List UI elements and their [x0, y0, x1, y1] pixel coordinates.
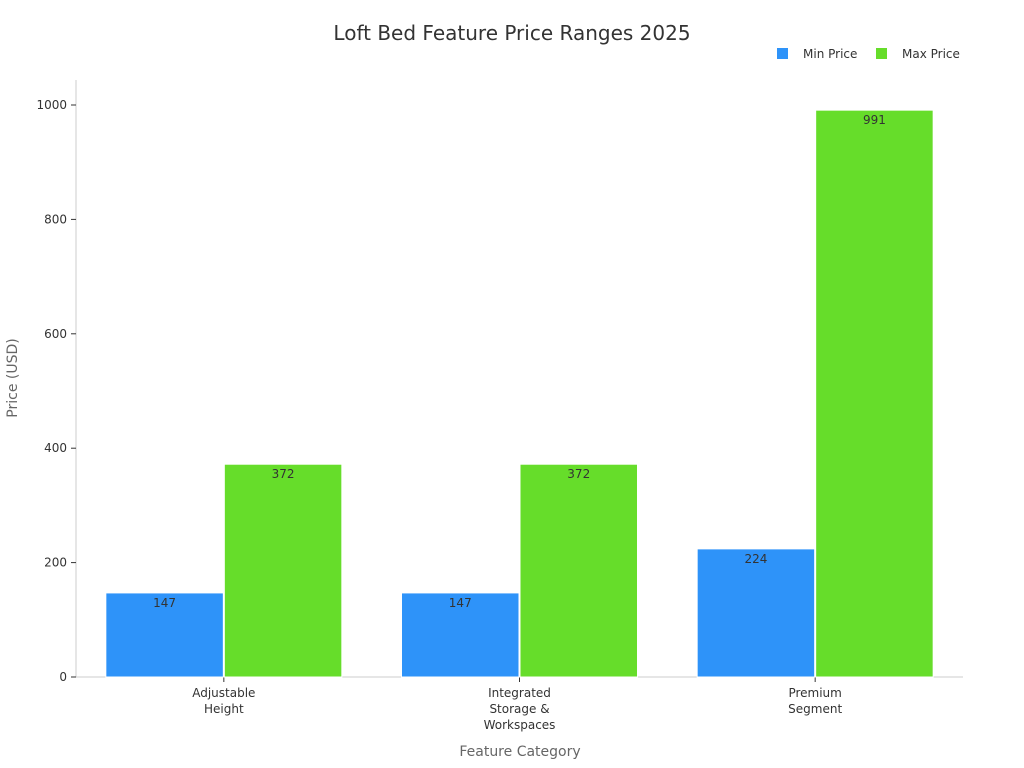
y-tick-label: 600: [44, 327, 67, 341]
data-label: 991: [863, 113, 886, 127]
bar-max-price: [815, 109, 934, 678]
chart-title: Loft Bed Feature Price Ranges 2025: [333, 21, 690, 45]
legend-swatch: [876, 48, 887, 59]
x-tick-label: Storage &: [489, 702, 549, 716]
data-label: 372: [272, 467, 295, 481]
x-tick-label: Integrated: [488, 686, 551, 700]
bar-min-price: [696, 548, 816, 678]
y-tick-label: 800: [44, 212, 67, 226]
y-axis-label: Price (USD): [5, 338, 21, 417]
data-label: 147: [153, 596, 176, 610]
y-tick-label: 200: [44, 556, 67, 570]
data-label: 224: [744, 552, 767, 566]
legend-swatch: [777, 48, 788, 59]
data-label: 147: [449, 596, 472, 610]
x-tick-label: Adjustable: [192, 686, 255, 700]
x-tick-label: Premium: [788, 686, 841, 700]
legend-label: Min Price: [803, 47, 857, 61]
x-axis-label: Feature Category: [459, 744, 580, 760]
x-tick-label: Height: [204, 702, 244, 716]
y-tick-label: 1000: [36, 98, 67, 112]
bar-min-price: [105, 592, 224, 678]
bar-max-price: [519, 463, 638, 678]
bar-max-price: [223, 463, 343, 678]
bar-min-price: [401, 592, 520, 678]
legend-label: Max Price: [902, 47, 960, 61]
data-label: 372: [567, 467, 590, 481]
y-tick-label: 0: [59, 670, 67, 684]
x-tick-label: Segment: [788, 702, 842, 716]
y-tick-label: 400: [44, 441, 67, 455]
x-tick-label: Workspaces: [484, 718, 556, 732]
